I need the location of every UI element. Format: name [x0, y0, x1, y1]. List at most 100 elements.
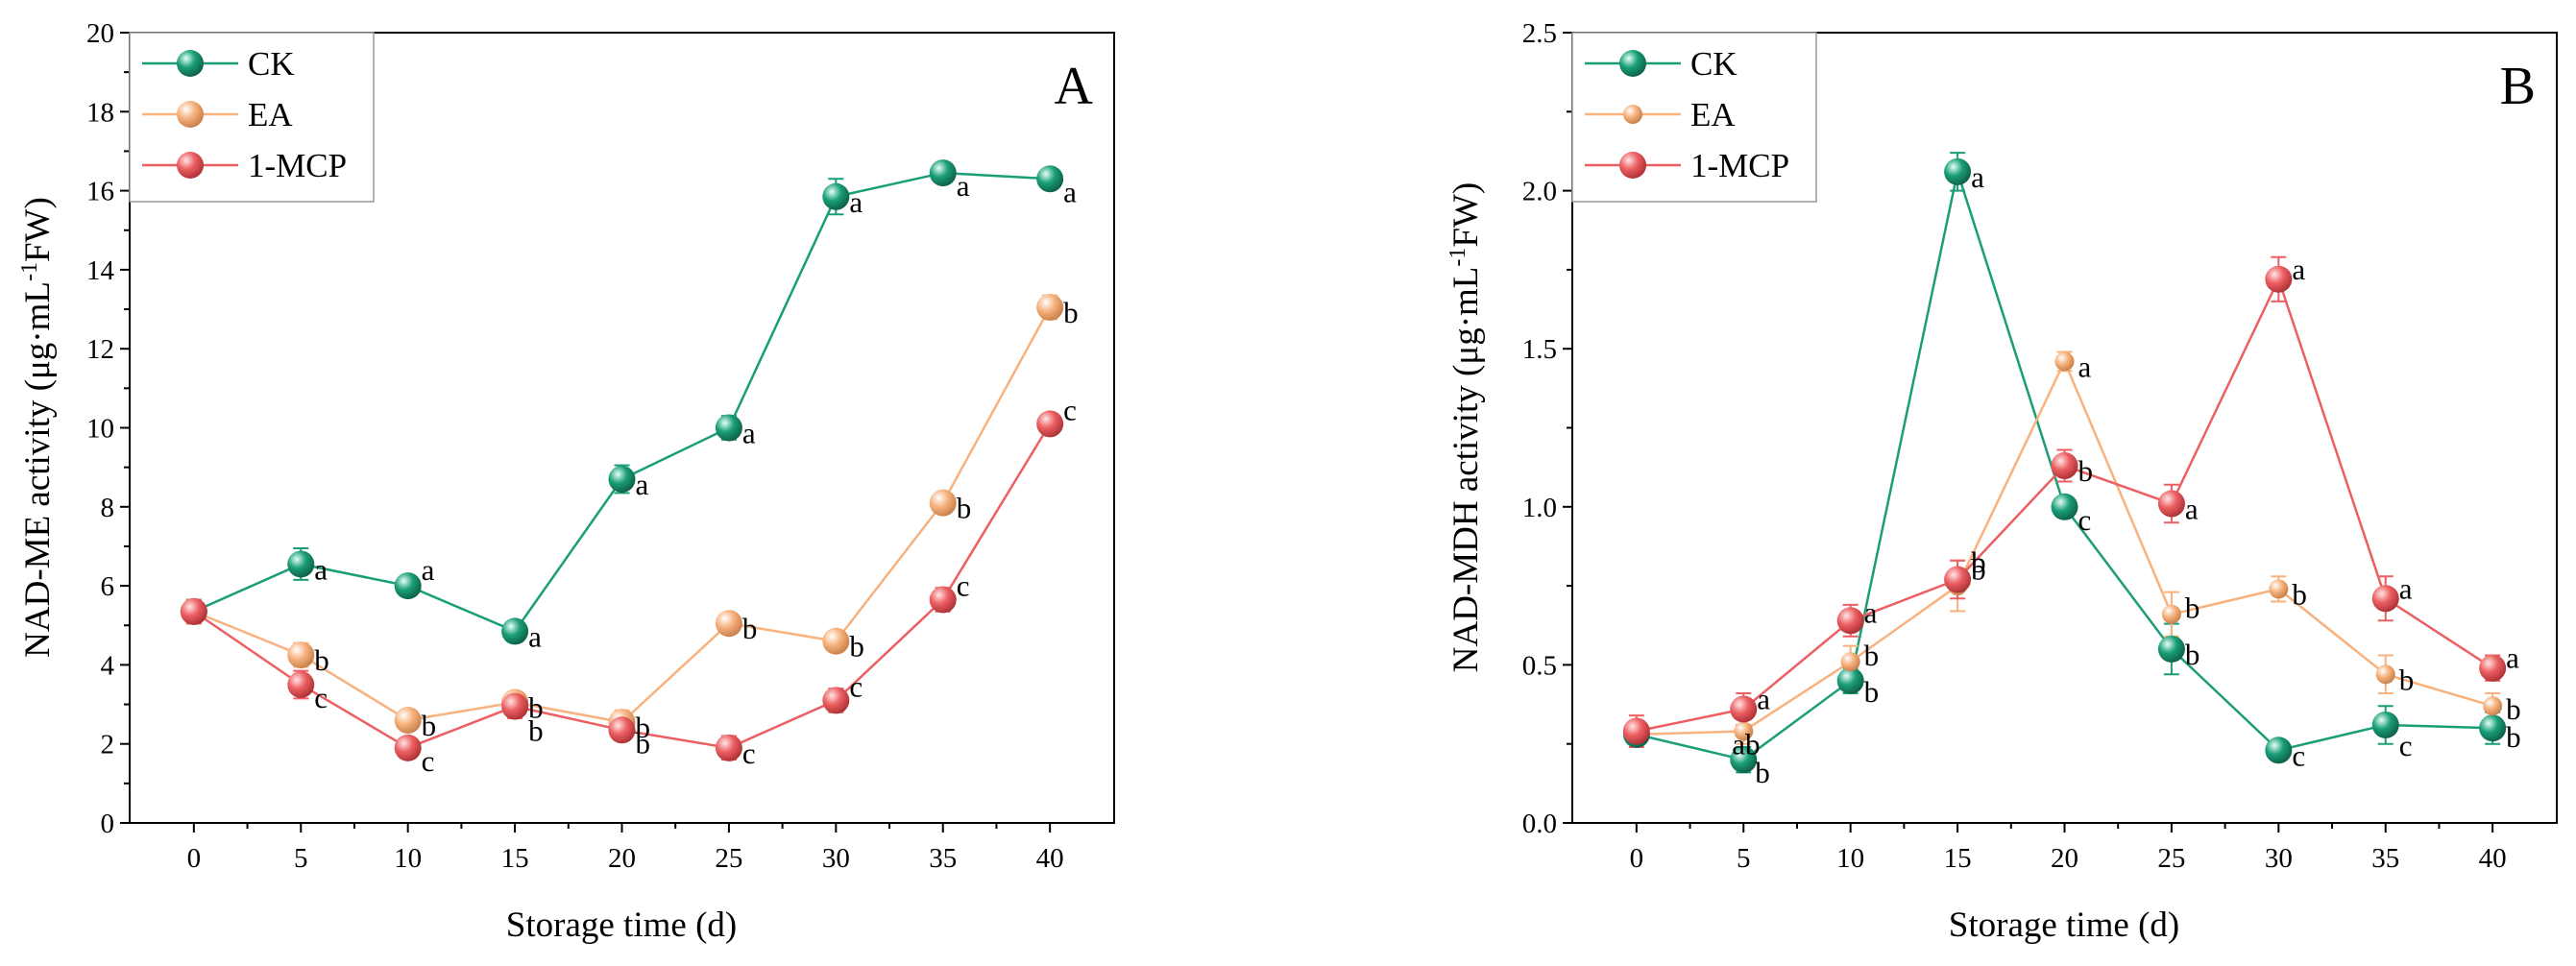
data-point-ck — [501, 617, 529, 645]
x-tick-label: 10 — [394, 843, 422, 874]
y-tick-label: 2.0 — [1522, 177, 1557, 207]
significance-label: b — [1971, 545, 1986, 579]
x-tick-label: 30 — [2265, 843, 2293, 874]
significance-label: b — [636, 726, 651, 760]
y-tick-label: 6 — [101, 571, 115, 602]
x-tick-label: 0 — [187, 843, 202, 874]
legend-box — [129, 32, 375, 203]
y-tick-label: 14 — [86, 255, 115, 286]
significance-label: a — [1757, 682, 1770, 715]
data-point-ck — [2371, 711, 2399, 738]
y-axis-title: NAD-MDH activity (μg·mL-1FW) — [1446, 182, 1486, 672]
legend-entry-1mcp: 1-MCP — [142, 147, 347, 184]
y-tick-label: 2 — [101, 730, 115, 761]
data-point-ck — [1836, 666, 1864, 694]
x-tick-label: 25 — [715, 843, 742, 874]
x-axis: 0 5 10 15 20 25 30 35 40 — [1630, 823, 2507, 874]
significance-label: a — [1971, 160, 1984, 194]
data-point-ck — [1036, 165, 1064, 193]
y-tick-label: 2.5 — [1522, 18, 1557, 49]
x-tick-label: 15 — [1944, 843, 1972, 874]
data-point-ea — [715, 610, 742, 638]
x-axis: 0 5 10 15 20 25 30 35 40 — [187, 823, 1064, 874]
significance-label: b — [2292, 577, 2307, 611]
data-point-ea — [2269, 579, 2289, 599]
legend: CK EA 1-MCP — [1571, 32, 1817, 203]
y-tick-label: 8 — [101, 493, 115, 523]
significance-label: b — [528, 714, 544, 748]
significance-label: a — [636, 468, 649, 501]
legend-marker-1mcp — [177, 152, 204, 179]
y-axis-title: NAD-ME activity (μg·mL-1FW) — [17, 197, 58, 658]
x-tick-label: 25 — [2157, 843, 2185, 874]
significance-label: a — [2292, 253, 2305, 286]
y-tick-label: 10 — [86, 414, 114, 445]
x-tick-label: 10 — [1836, 843, 1864, 874]
y-tick-label: 18 — [86, 97, 114, 128]
significance-label: a — [528, 619, 542, 653]
significance-label: b — [2185, 638, 2200, 671]
significance-label: a — [2506, 641, 2519, 675]
significance-label: a — [2078, 350, 2092, 383]
data-point-ck — [394, 572, 422, 600]
legend-marker-ea — [177, 101, 204, 128]
data-point-1mcp — [180, 597, 207, 625]
data-point-ck — [608, 465, 636, 493]
data-point-ea — [2375, 664, 2395, 685]
significance-label: a — [742, 417, 756, 450]
data-point-ck — [929, 159, 957, 187]
x-axis-title: Storage time (d) — [1949, 906, 2179, 945]
chart-panel-b: 0.00.51.01.52.02.5 0 5 10 15 20 25 30 35 40 bbac… — [1446, 18, 2558, 945]
significance-label: b — [849, 630, 864, 664]
significance-label: c — [2399, 729, 2413, 762]
significance-label: b — [2399, 663, 2415, 696]
data-point-ck — [1730, 746, 1758, 774]
legend-label-1mcp: 1-MCP — [248, 147, 347, 184]
data-point-1mcp — [1944, 566, 1972, 593]
data-point-ck — [715, 414, 742, 442]
data-point-ea — [1734, 721, 1754, 741]
data-point-ea — [394, 707, 422, 735]
data-point-1mcp — [501, 692, 529, 720]
significance-label: b — [957, 492, 972, 525]
significance-label: b — [1755, 756, 1770, 789]
legend-entry-1mcp: 1-MCP — [1585, 147, 1789, 184]
significance-label: b — [314, 643, 329, 677]
data-point-ck — [822, 182, 850, 210]
x-tick-label: 40 — [2479, 843, 2507, 874]
significance-label: b — [2185, 592, 2200, 625]
y-tick-label: 16 — [86, 177, 114, 207]
legend-label-ck: CK — [248, 45, 295, 83]
panel-label: B — [2500, 57, 2536, 116]
data-point-1mcp — [2051, 452, 2078, 480]
data-point-1mcp — [1036, 410, 1064, 438]
x-tick-label: 5 — [1737, 843, 1751, 874]
chart-panel-a: 0 2 4 6 8 10 12 14 16 18 20 0 5 10 15 20 25 30 35 40 a a a a a… — [17, 18, 1115, 945]
significance-label: a — [849, 185, 863, 219]
significance-label: b — [742, 612, 758, 645]
x-tick-label: 20 — [2051, 843, 2078, 874]
y-tick-label: 0.0 — [1522, 809, 1557, 839]
significance-label: c — [422, 744, 435, 778]
data-point-ck — [2479, 714, 2507, 742]
data-point-1mcp — [2265, 265, 2293, 293]
significance-label: b — [422, 709, 437, 742]
x-axis-title: Storage time (d) — [506, 906, 737, 945]
significance-label: b — [528, 690, 544, 724]
data-point-1mcp — [822, 687, 850, 714]
data-point-1mcp — [1622, 717, 1650, 745]
x-tick-label: 35 — [2371, 843, 2399, 874]
significance-label: b — [2078, 454, 2094, 488]
data-point-ck — [1944, 157, 1972, 185]
data-point-ea — [1036, 293, 1064, 321]
y-axis: 0.0 0.5 1.0 1.5 2.0 2.5 — [1522, 18, 1572, 839]
data-point-ea — [287, 641, 315, 669]
data-point-1mcp — [287, 670, 315, 698]
significance-label: ab — [1732, 728, 1760, 761]
legend-label-ea: EA — [248, 96, 293, 133]
y-tick-label: 12 — [86, 334, 114, 365]
significance-label: b — [1971, 553, 1986, 587]
series-line-ea — [1636, 358, 2493, 737]
